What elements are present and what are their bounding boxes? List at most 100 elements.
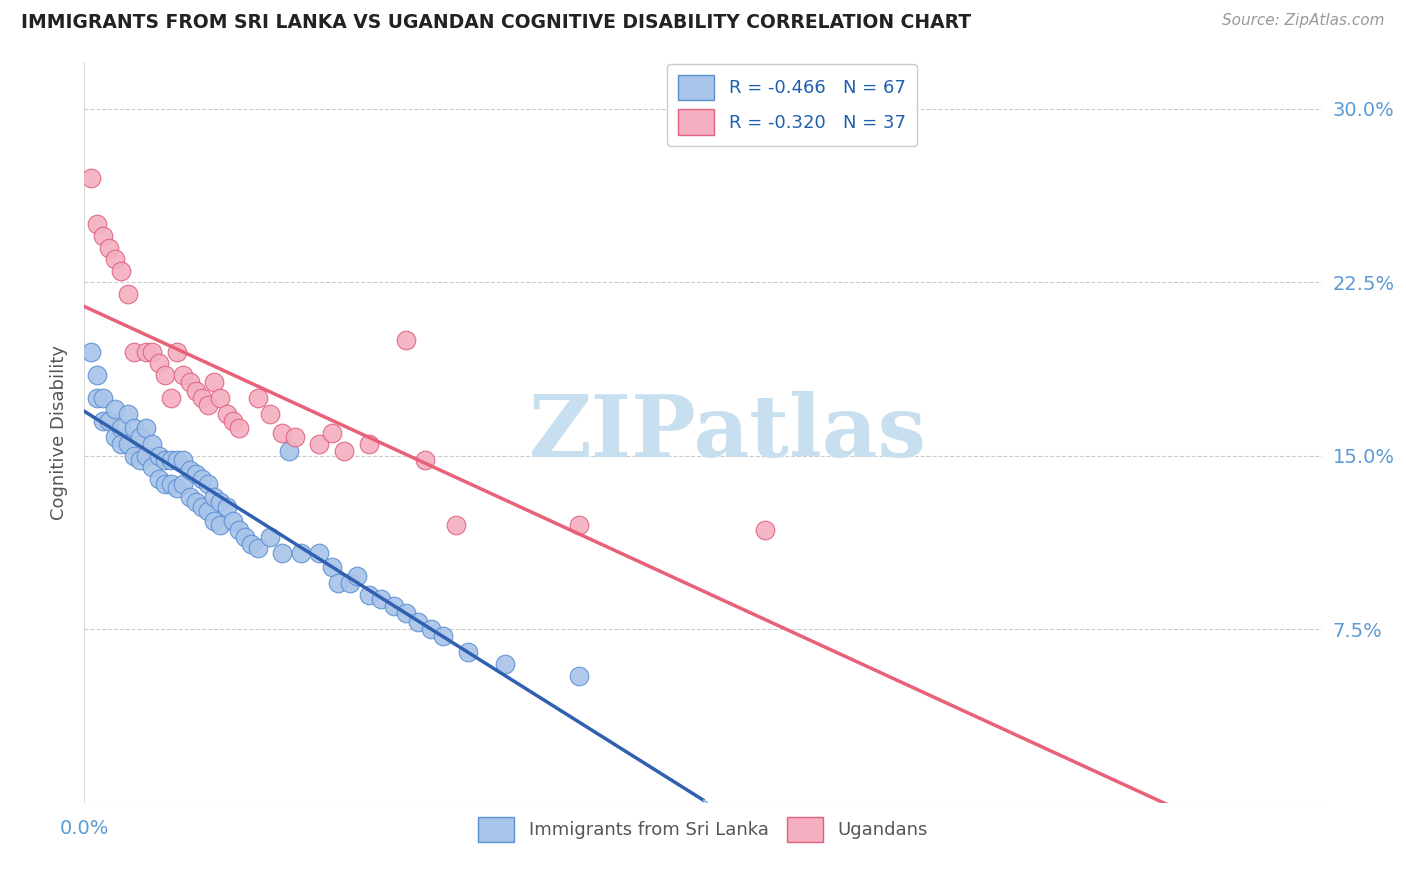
Point — [209, 518, 232, 533]
Point — [444, 518, 467, 533]
Point — [222, 414, 245, 428]
Point — [179, 462, 201, 476]
Y-axis label: Cognitive Disability: Cognitive Disability — [51, 345, 69, 520]
Point — [184, 495, 207, 509]
Point — [86, 368, 108, 382]
Point — [153, 453, 176, 467]
Point — [228, 421, 250, 435]
Point — [179, 491, 201, 505]
Point — [568, 668, 591, 682]
Point — [215, 500, 238, 514]
Point — [494, 657, 516, 671]
Point — [228, 523, 250, 537]
Point — [395, 606, 418, 620]
Point — [191, 500, 214, 514]
Point — [166, 344, 188, 359]
Point — [568, 518, 591, 533]
Point — [191, 472, 214, 486]
Point — [79, 344, 101, 359]
Point — [104, 252, 127, 266]
Text: IMMIGRANTS FROM SRI LANKA VS UGANDAN COGNITIVE DISABILITY CORRELATION CHART: IMMIGRANTS FROM SRI LANKA VS UGANDAN COG… — [21, 13, 972, 32]
Point — [271, 425, 294, 440]
Point — [98, 240, 121, 255]
Point — [308, 437, 330, 451]
Point — [141, 437, 163, 451]
Point — [326, 576, 349, 591]
Point — [98, 414, 121, 428]
Point — [110, 263, 132, 277]
Point — [110, 421, 132, 435]
Text: 0.0%: 0.0% — [59, 819, 110, 838]
Point — [215, 407, 238, 421]
Point — [117, 407, 139, 421]
Point — [110, 437, 132, 451]
Point — [339, 576, 361, 591]
Point — [277, 444, 299, 458]
Point — [172, 368, 194, 382]
Point — [122, 421, 145, 435]
Point — [395, 333, 418, 347]
Point — [91, 414, 114, 428]
Point — [321, 559, 343, 574]
Point — [382, 599, 405, 614]
Point — [222, 514, 245, 528]
Text: ZIPatlas: ZIPatlas — [529, 391, 927, 475]
Point — [160, 391, 183, 405]
Point — [117, 437, 139, 451]
Point — [308, 546, 330, 560]
Point — [202, 514, 225, 528]
Point — [172, 453, 194, 467]
Point — [160, 453, 183, 467]
Point — [160, 476, 183, 491]
Point — [91, 391, 114, 405]
Text: Source: ZipAtlas.com: Source: ZipAtlas.com — [1222, 13, 1385, 29]
Point — [148, 449, 170, 463]
Point — [419, 622, 441, 636]
Point — [184, 467, 207, 482]
Point — [259, 407, 281, 421]
Point — [153, 368, 176, 382]
Point — [197, 504, 219, 518]
Point — [135, 421, 157, 435]
Point — [148, 356, 170, 370]
Legend: Immigrants from Sri Lanka, Ugandans: Immigrants from Sri Lanka, Ugandans — [471, 809, 935, 849]
Point — [104, 402, 127, 417]
Point — [408, 615, 430, 630]
Point — [129, 453, 152, 467]
Point — [153, 476, 176, 491]
Point — [135, 344, 157, 359]
Point — [370, 592, 392, 607]
Point — [129, 430, 152, 444]
Point — [290, 546, 312, 560]
Point — [457, 645, 479, 659]
Point — [432, 629, 454, 643]
Point — [179, 375, 201, 389]
Point — [86, 218, 108, 232]
Point — [259, 530, 281, 544]
Point — [135, 449, 157, 463]
Point — [240, 536, 263, 550]
Point — [191, 391, 214, 405]
Point — [91, 229, 114, 244]
Point — [117, 286, 139, 301]
Point — [233, 530, 256, 544]
Point — [202, 375, 225, 389]
Point — [357, 437, 380, 451]
Point — [209, 495, 232, 509]
Point — [166, 453, 188, 467]
Point — [246, 391, 269, 405]
Point — [271, 546, 294, 560]
Point — [754, 523, 776, 537]
Point — [141, 460, 163, 475]
Point — [321, 425, 343, 440]
Point — [209, 391, 232, 405]
Point — [246, 541, 269, 556]
Point — [413, 453, 436, 467]
Point — [202, 491, 225, 505]
Point — [148, 472, 170, 486]
Point — [172, 476, 194, 491]
Point — [333, 444, 356, 458]
Point — [122, 344, 145, 359]
Point — [166, 481, 188, 495]
Point — [141, 344, 163, 359]
